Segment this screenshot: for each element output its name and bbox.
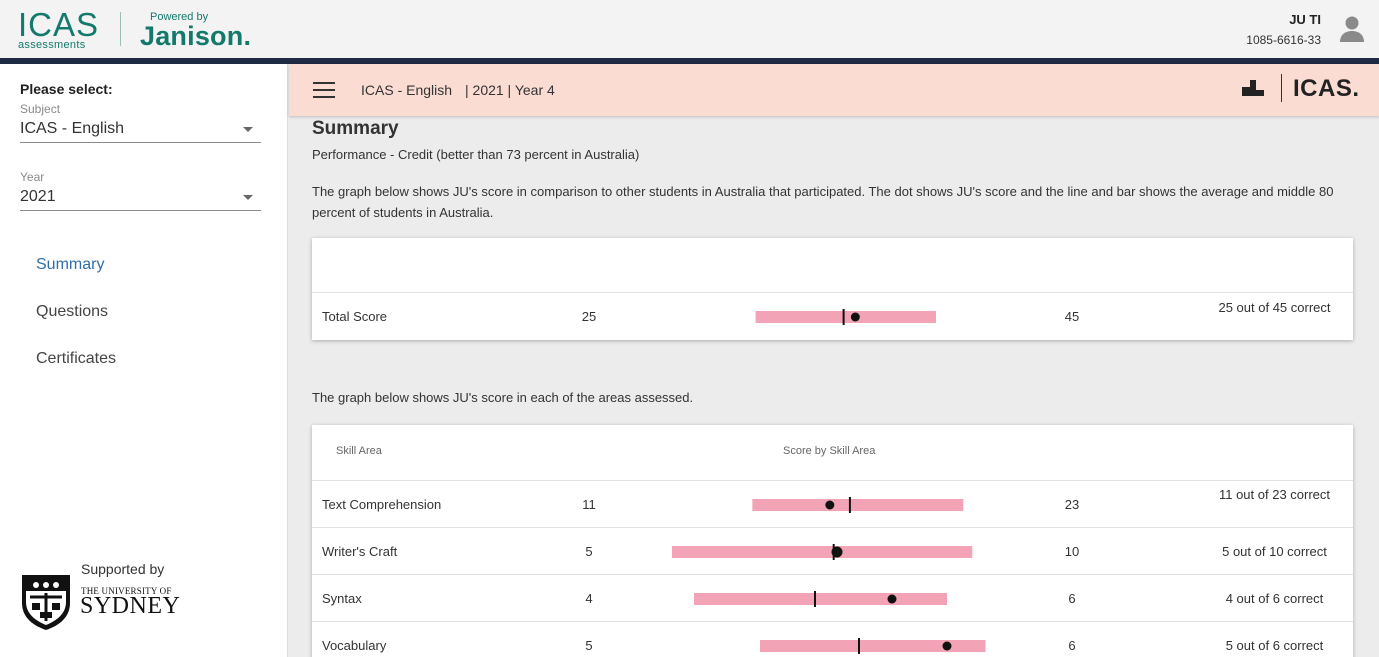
middle-80-bar	[760, 640, 986, 652]
skill-score-plot	[672, 544, 1002, 560]
university-crest-icon	[22, 575, 70, 630]
skill-result: 5 out of 6 correct	[1225, 638, 1324, 653]
logo-divider	[120, 12, 121, 46]
skill-result: 4 out of 6 correct	[1225, 591, 1324, 606]
skill-score-plot	[672, 638, 1002, 654]
breadcrumb-subject: ICAS - English	[361, 82, 453, 98]
janison-logo-text: Janison	[140, 21, 244, 51]
column-header-score-by-skill: Score by Skill Area	[783, 445, 876, 457]
subject-select[interactable]: Subject ICAS - English	[20, 102, 261, 143]
user-avatar-icon[interactable]	[1338, 14, 1366, 44]
skill-name: Writer's Craft	[322, 544, 398, 559]
skill-score: 5	[585, 638, 593, 653]
skill-max: 6	[1068, 638, 1076, 653]
breadcrumb-year: | 2021 | Year 4	[465, 82, 555, 98]
page-title: Summary	[312, 118, 399, 139]
year-select[interactable]: Year 2021	[20, 170, 261, 211]
year-value: 2021	[20, 188, 56, 205]
supported-by-block: Supported by THE UNIVERSITY OF SYDNEY	[20, 561, 220, 636]
user-id: 1085-6616-33	[1246, 33, 1321, 47]
comparison-description: The graph below shows JU's score in comp…	[312, 184, 1334, 220]
top-header: ICAS assessments Powered by Janison. JU …	[0, 0, 1379, 58]
user-name: JU TI	[1289, 12, 1321, 27]
skill-result: 11 out of 23 correct	[1218, 487, 1331, 502]
hamburger-menu-icon[interactable]	[313, 82, 335, 98]
student-score-dot	[887, 594, 897, 604]
subject-label: Subject	[20, 102, 61, 116]
skill-area-card: Skill Area Score by Skill Area Text Comp…	[312, 425, 1353, 657]
total-score-value: 25	[581, 309, 597, 324]
skill-result: 5 out of 10 correct	[1222, 544, 1327, 559]
skill-max: 23	[1064, 497, 1080, 512]
icas-logo-text: ICAS	[18, 6, 100, 43]
user-info: JU TI 1085-6616-33	[1246, 12, 1321, 47]
skill-max: 10	[1064, 544, 1080, 559]
skill-score-plot	[672, 591, 1002, 607]
skill-row: Syntax 4 6 4 out of 6 correct	[312, 574, 1353, 621]
performance-text: Performance - Credit (better than 73 per…	[312, 147, 640, 162]
student-score-dot	[825, 500, 835, 510]
powered-by-label: Powered by	[150, 11, 209, 23]
areas-description: The graph below shows JU's score in each…	[312, 390, 694, 405]
skill-score-plot	[672, 497, 1002, 513]
chevron-down-icon	[243, 127, 253, 132]
subject-value: ICAS - English	[20, 120, 125, 137]
icas-logo-subtext: assessments	[18, 39, 86, 51]
university-name: SYDNEY	[80, 593, 181, 619]
skill-score: 5	[585, 544, 593, 559]
skill-row: Vocabulary 5 6 5 out of 6 correct	[312, 621, 1353, 657]
sub-header: ICAS - English | 2021 | Year 4 ICAS.	[289, 64, 1379, 116]
sidebar: Please select: Subject ICAS - English Ye…	[0, 64, 288, 657]
janison-logo-dot: .	[243, 21, 252, 51]
skill-row: Writer's Craft 5 10 5 out of 10 correct	[312, 527, 1353, 574]
year-label: Year	[20, 170, 45, 184]
total-score-card: Total Score 25 45 25 out of 45 correct	[312, 238, 1353, 340]
icas-brand: ICAS.	[1293, 75, 1360, 102]
supported-by-label: Supported by	[81, 561, 165, 577]
skill-name: Syntax	[322, 591, 362, 606]
total-score-plot	[672, 309, 1002, 325]
student-score-dot	[942, 641, 952, 651]
middle-80-bar	[755, 311, 936, 323]
skill-name: Text Comprehension	[322, 497, 442, 512]
nav-certificates[interactable]: Certificates	[36, 350, 117, 367]
total-score-label: Total Score	[322, 309, 388, 324]
select-prompt: Please select:	[20, 81, 113, 97]
chevron-down-icon	[243, 195, 253, 200]
middle-80-bar	[752, 499, 964, 511]
nav-summary[interactable]: Summary	[36, 256, 105, 273]
student-score-dot	[831, 546, 843, 558]
skill-name: Vocabulary	[322, 638, 387, 653]
skill-score: 11	[582, 497, 596, 512]
university-name-small: THE UNIVERSITY OF	[81, 586, 172, 596]
middle-80-bar	[694, 593, 947, 605]
podium-icon	[1242, 80, 1264, 96]
skill-row: Text Comprehension 11 23 11 out of 23 co…	[312, 480, 1353, 527]
icas-logo: ICAS assessments	[18, 6, 100, 51]
total-result: 25 out of 45 correct	[1218, 300, 1331, 315]
skill-max: 6	[1068, 591, 1076, 606]
header-rule	[0, 58, 1379, 64]
skill-score: 4	[585, 591, 593, 606]
nav-questions[interactable]: Questions	[36, 303, 109, 320]
middle-80-bar	[672, 546, 973, 558]
column-header-skill-area: Skill Area	[336, 445, 382, 457]
student-score-dot	[850, 312, 860, 322]
janison-logo: Janison.	[140, 21, 251, 52]
total-score-row: Total Score 25 45 25 out of 45 correct	[312, 292, 1353, 340]
total-max-value: 45	[1064, 309, 1080, 324]
brand-divider	[1281, 74, 1282, 102]
